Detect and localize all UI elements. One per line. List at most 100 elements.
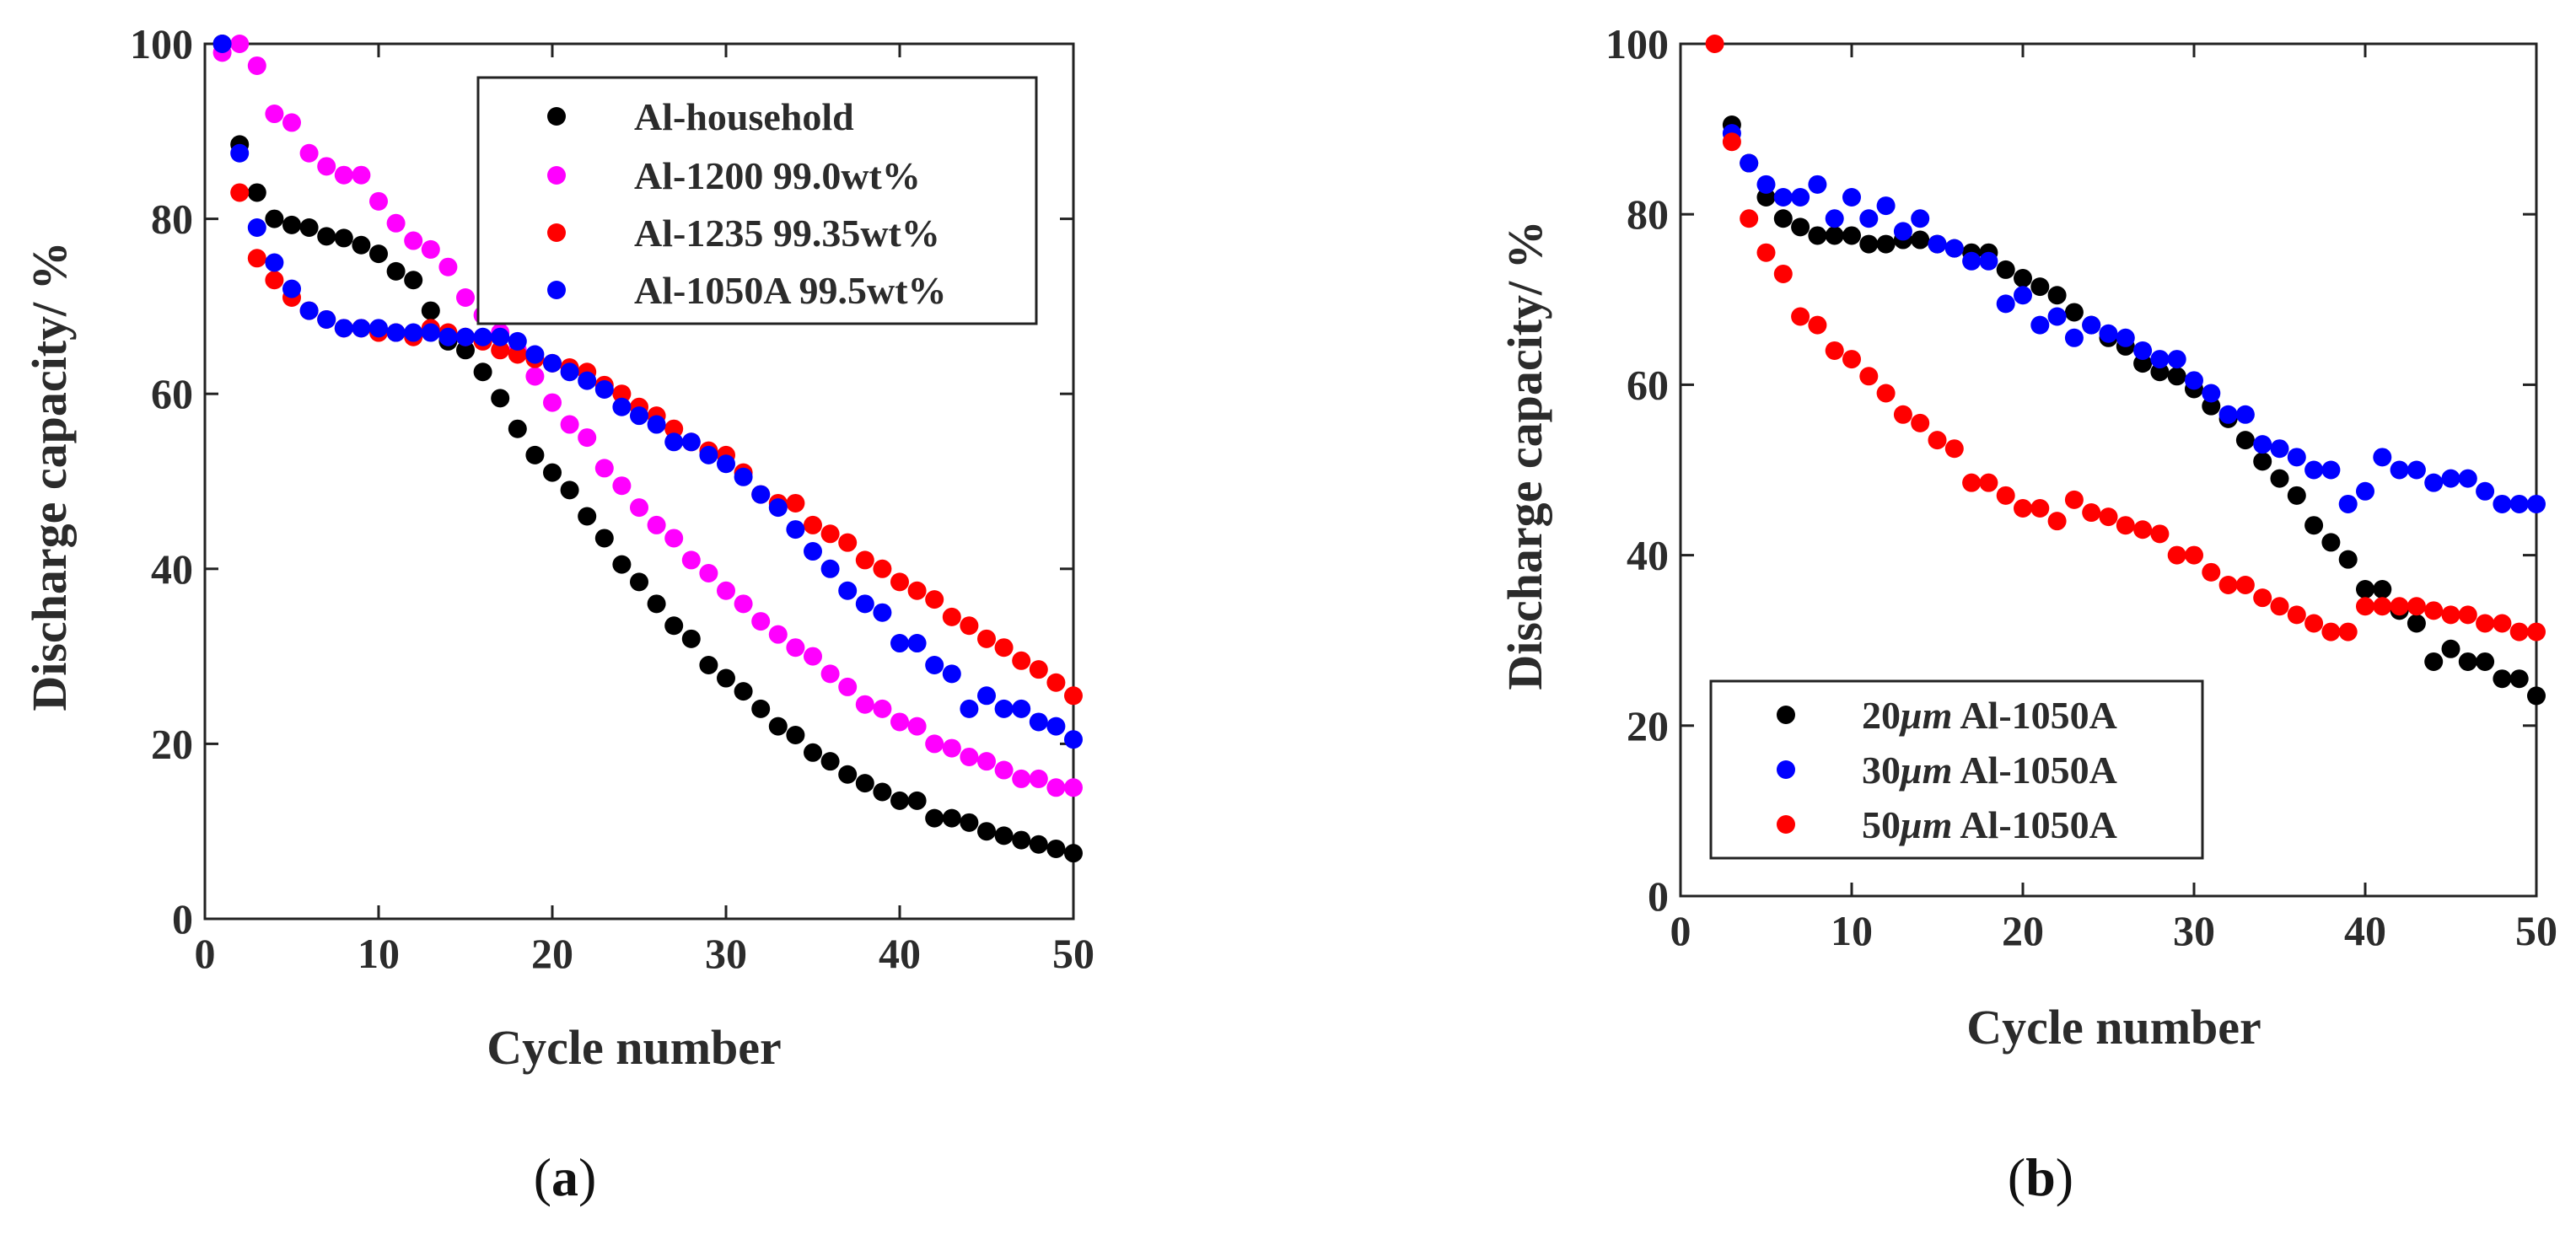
chart-a-series-1-point xyxy=(647,515,666,534)
chart-b-series-0-point xyxy=(1791,217,1810,237)
chart-b-series-2-point xyxy=(2493,614,2512,633)
chart-a-series-3-point xyxy=(543,353,562,373)
chart-b-axes xyxy=(1679,42,2538,898)
chart-a-y-tick-label: 40 xyxy=(151,545,193,593)
chart-b-series-1-point xyxy=(2407,460,2426,480)
chart-b-series-1-point xyxy=(1756,174,1776,194)
chart-b-series-0-point xyxy=(2030,277,2050,297)
chart-b-series-1-point xyxy=(2527,494,2546,513)
chart-a-series-1-point xyxy=(681,550,701,570)
chart-b-series-0-point xyxy=(2338,550,2358,569)
chart-b-series-2-point xyxy=(1842,350,1861,369)
chart-b-series-1-point xyxy=(2099,324,2118,343)
chart-b-series-2-point xyxy=(1773,264,1793,283)
chart-a-x-tick-label: 10 xyxy=(358,930,400,977)
chart-a-series-1-point xyxy=(994,760,1014,780)
chart-a-series-0-point xyxy=(421,301,440,320)
chart-b-series-2-point xyxy=(1859,367,1879,386)
chart-a-series-0-point xyxy=(386,261,406,281)
chart-b-series-1-point xyxy=(2030,315,2050,335)
chart-b-series-1-point xyxy=(2338,494,2358,513)
chart-a-series-3-point xyxy=(421,323,440,342)
chart-b-series-1-point xyxy=(2304,460,2324,480)
chart-a-series-2-point xyxy=(1012,651,1031,670)
chart-b-series-1-point xyxy=(1962,251,1982,271)
chart-a-legend-label-2: Al-1235 99.35wt% xyxy=(634,212,940,255)
chart-b-y-tick-label: 0 xyxy=(1648,872,1669,920)
chart-a-series-3-point xyxy=(647,415,666,434)
chart-a-series-1-point xyxy=(369,191,388,211)
chart-a-series-0-point xyxy=(647,594,666,614)
chart-a-series-1-point xyxy=(421,239,440,259)
chart-a-series-1-point xyxy=(334,165,353,185)
chart-a-series-2-point xyxy=(977,629,996,648)
chart-b-y-tick-label: 100 xyxy=(1605,20,1669,67)
chart-a-series-0-point xyxy=(594,529,614,548)
chart-b-legend-num-0: 20 xyxy=(1862,694,1901,737)
chart-b-series-2-point xyxy=(1791,307,1810,326)
chart-a-series-1-point xyxy=(751,612,771,631)
chart-a-series-1-point xyxy=(456,288,475,308)
chart-a-series-3-point xyxy=(1029,712,1048,732)
chart-a-x-tick-label: 0 xyxy=(195,930,216,977)
chart-b-series-1-point xyxy=(1859,209,1879,228)
chart-b-series-1-point xyxy=(2441,469,2460,488)
chart-b-series-1-point xyxy=(2133,341,2153,360)
chart-a-axes xyxy=(203,42,1075,921)
chart-b-x-tick-label: 30 xyxy=(2173,907,2215,954)
chart-b-series-0-point xyxy=(2424,652,2444,671)
chart-a-y-tick-label: 80 xyxy=(151,196,193,243)
chart-b-series-2-point xyxy=(2509,622,2529,641)
chart-b-series-0-point xyxy=(2304,516,2324,535)
chart-a-series-0-point xyxy=(838,765,858,784)
chart-b-series-0-point xyxy=(2235,431,2255,450)
chart-b-series-1 xyxy=(1722,124,2546,513)
chart-b-series-2-point xyxy=(2458,605,2477,625)
chart-b-series-1-point xyxy=(1911,209,1930,228)
chart-a-series-3-point xyxy=(491,327,510,346)
chart-a-series-3-point xyxy=(630,406,648,426)
chart-a-series-1-point xyxy=(734,594,753,614)
chart-a-series-2-point xyxy=(508,345,527,364)
chart-a-series-1-point xyxy=(438,257,458,276)
chart-b-series-2-point xyxy=(2167,545,2186,565)
chart-a-series-0-point xyxy=(334,228,353,248)
chart-a-series-3-point xyxy=(699,445,718,464)
chart-a-series-1-point xyxy=(1029,769,1048,788)
chart-b-series-0-point xyxy=(2509,669,2529,689)
chart-a-series-2-point xyxy=(230,183,250,202)
chart-a-series-3-point xyxy=(873,603,892,622)
chart-b-series-0-point xyxy=(1859,234,1879,254)
chart-a-series-3-point xyxy=(942,664,961,684)
chart-b-legend-num-2: 50 xyxy=(1862,803,1901,846)
chart-b-series-2-point xyxy=(2527,622,2546,641)
chart-a-series-2-point xyxy=(994,638,1014,658)
chart-b-legend-rest-1: Al-1050A xyxy=(1952,749,2117,792)
chart-a-series-0-point xyxy=(804,743,822,762)
chart-a-series-0-point xyxy=(1012,830,1031,850)
chart-b-series-1-point xyxy=(2150,350,2170,369)
chart-a-series-3-point xyxy=(768,498,788,518)
chart-a-series-3-point xyxy=(317,309,336,329)
chart-b-legend-marker-1 xyxy=(1777,760,1795,779)
chart-a-series-1-point xyxy=(404,231,423,250)
chart-a-series-2-point xyxy=(491,341,510,360)
chart-a-series-3-point xyxy=(890,634,909,653)
chart-b-legend-label-2: 50μm Al-1050A xyxy=(1862,803,2117,846)
chart-b-series-2-point xyxy=(2133,520,2153,539)
chart-b-series-2-point xyxy=(1979,473,1998,492)
chart-a-series-1-point xyxy=(960,747,979,766)
chart-a-series-2-point xyxy=(907,581,927,600)
chart-a-y-tick-label: 20 xyxy=(151,720,193,767)
chart-b-series-0-point xyxy=(2373,580,2392,599)
chart-b-series-2-point xyxy=(2424,601,2444,620)
chart-b-legend-label-1: 30μm Al-1050A xyxy=(1862,749,2117,792)
chart-a-legend-marker-3 xyxy=(547,281,566,299)
chart-a-series-1-point xyxy=(612,476,632,496)
chart-b-series-1-point xyxy=(2493,494,2512,513)
chart-b-series-1-point xyxy=(1944,239,1964,258)
chart-b-series-0-point xyxy=(2047,286,2067,305)
chart-b-series-2-point xyxy=(1996,486,2015,505)
chart-b-panel-letter: b xyxy=(2025,1147,2056,1207)
chart-b-series-2-point xyxy=(2270,597,2289,616)
